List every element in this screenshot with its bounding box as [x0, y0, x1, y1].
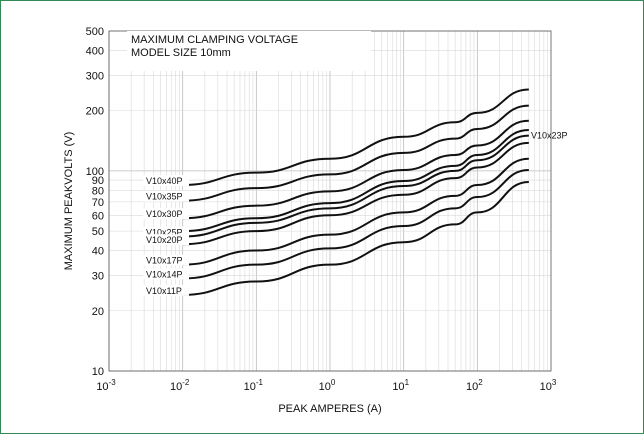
y-tick-label: 90 — [92, 175, 104, 187]
series-label-v10x20p: V10x20P — [146, 235, 183, 245]
y-tick-label: 40 — [92, 246, 104, 258]
series-label-bg — [143, 175, 189, 187]
x-tick-label: 100 — [319, 378, 336, 393]
y-tick-label: 70 — [92, 197, 104, 209]
chart-title: MAXIMUM CLAMPING VOLTAGE — [131, 34, 298, 46]
chart-subtitle: MODEL SIZE 10mm — [131, 47, 231, 59]
series-label-v10x17p: V10x17P — [146, 256, 183, 266]
y-axis-label: MAXIMUM PEAKVOLTS (V) — [63, 132, 75, 271]
y-tick-label: 200 — [86, 106, 104, 118]
series-label-v10x23p: V10x23P — [531, 131, 568, 141]
series-line-v10x30p — [182, 119, 529, 220]
x-tick-label: 10-2 — [170, 378, 190, 393]
y-tick-label: 50 — [92, 226, 104, 238]
series-label-bg — [143, 190, 189, 202]
y-tick-label: 60 — [92, 210, 104, 222]
y-tick-label: 10 — [92, 366, 104, 378]
series-line-v10x11p — [182, 180, 529, 296]
y-tick-label: 500 — [86, 26, 104, 38]
series-label-bg — [143, 234, 189, 246]
series-label-v10x35p: V10x35P — [146, 192, 183, 202]
grid — [108, 30, 551, 372]
y-tick-label: 80 — [92, 185, 104, 197]
series-line-v10x25p — [182, 134, 529, 238]
series-line-v10x17p — [182, 157, 529, 266]
series-label-bg — [143, 268, 189, 280]
series-group: V10x40P V10x35P V10x30P V10x23P V10x25PV10x2… — [143, 88, 568, 296]
y-tick-label: 100 — [86, 166, 104, 178]
series-label-v10x25p: V10x25P — [146, 227, 183, 237]
x-tick-labels: 10-3 10-2 10-1 100 101 102 103 — [96, 378, 557, 393]
title-box — [127, 31, 371, 71]
series-line-v10x20p — [182, 141, 529, 246]
x-tick-label: 10-3 — [96, 378, 116, 393]
x-tick-label: 103 — [540, 378, 557, 393]
series-label-bg — [143, 254, 189, 266]
series-label-v10x30p: V10x30P — [146, 209, 183, 219]
series-label-v10x40p: V10x40P — [146, 176, 183, 186]
y-tick-label: 30 — [92, 271, 104, 283]
series-label-bg — [143, 226, 189, 238]
series-label-bg — [143, 208, 189, 220]
series-label-v10x14p: V10x14P — [146, 269, 183, 279]
series-line-v10x35p — [182, 104, 529, 202]
series-label-v10x11p: V10x11P — [146, 286, 182, 296]
y-tick-label: 400 — [86, 45, 104, 57]
x-tick-label: 10-1 — [244, 378, 264, 393]
y-tick-label: 300 — [86, 70, 104, 82]
x-tick-label: 102 — [466, 378, 483, 393]
series-line-v10x14p — [182, 169, 529, 280]
series-line-v10x23p — [182, 129, 529, 233]
series-label-bg — [143, 284, 189, 296]
series-line-v10x40p — [182, 88, 529, 187]
x-axis-label: PEAK AMPERES (A) — [278, 403, 381, 415]
x-tick-label: 101 — [392, 378, 409, 393]
y-tick-label: 20 — [92, 306, 104, 318]
